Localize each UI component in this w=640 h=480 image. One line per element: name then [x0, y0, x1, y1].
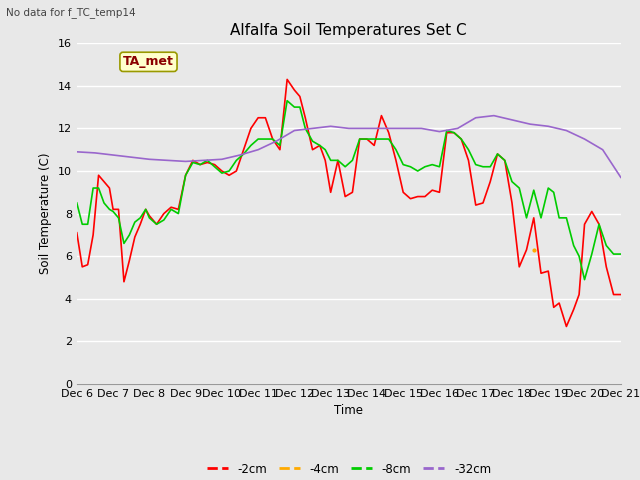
Legend: -2cm, -4cm, -8cm, -32cm: -2cm, -4cm, -8cm, -32cm	[202, 458, 496, 480]
Text: TA_met: TA_met	[123, 55, 174, 68]
Text: No data for f_TC_temp14: No data for f_TC_temp14	[6, 7, 136, 18]
Title: Alfalfa Soil Temperatures Set C: Alfalfa Soil Temperatures Set C	[230, 23, 467, 38]
Y-axis label: Soil Temperature (C): Soil Temperature (C)	[39, 153, 52, 275]
X-axis label: Time: Time	[334, 405, 364, 418]
